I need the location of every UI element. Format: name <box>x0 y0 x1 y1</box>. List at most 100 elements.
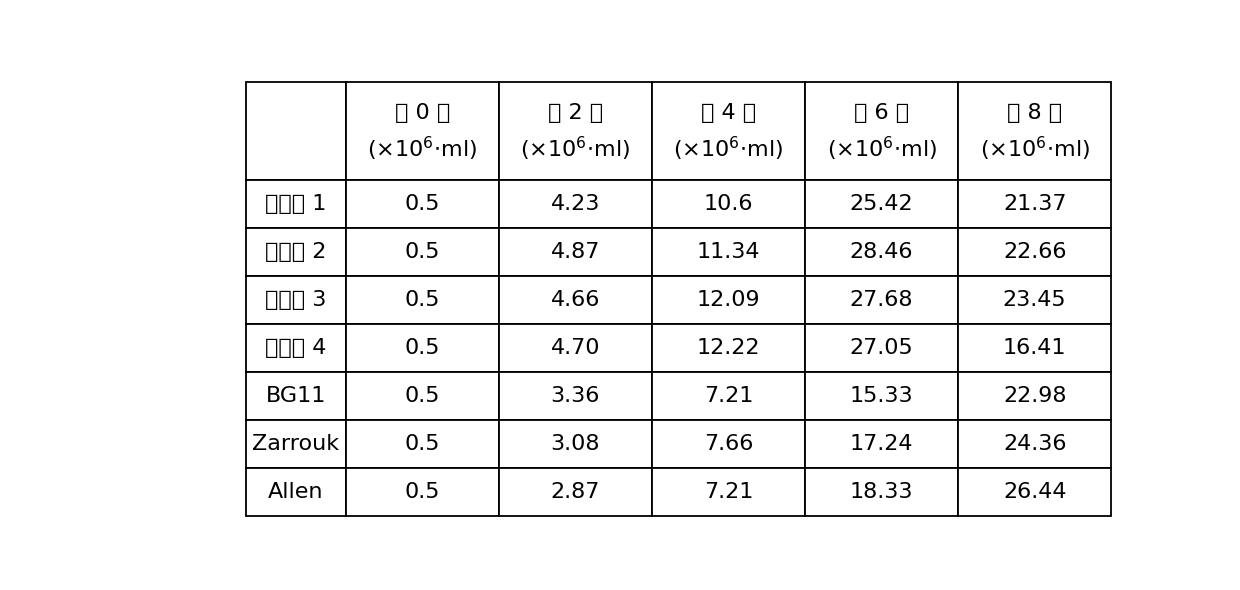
Bar <box>805 468 959 516</box>
Text: 12.22: 12.22 <box>697 338 760 358</box>
Bar <box>959 420 1111 468</box>
Bar <box>346 420 498 468</box>
Text: 7.21: 7.21 <box>704 386 753 406</box>
Text: 第 2 天: 第 2 天 <box>548 103 603 123</box>
Bar <box>498 468 652 516</box>
Text: 15.33: 15.33 <box>849 386 914 406</box>
Text: Allen: Allen <box>268 482 324 502</box>
Bar <box>652 180 805 228</box>
Bar <box>805 324 959 372</box>
Text: 24.36: 24.36 <box>1003 434 1066 454</box>
Text: 28.46: 28.46 <box>849 242 914 262</box>
Text: 第 4 天: 第 4 天 <box>701 103 756 123</box>
Bar <box>346 276 498 324</box>
Bar <box>652 324 805 372</box>
Bar <box>498 324 652 372</box>
Bar <box>805 82 959 180</box>
Text: 17.24: 17.24 <box>849 434 914 454</box>
Bar <box>498 420 652 468</box>
Bar <box>652 228 805 276</box>
Text: 3.36: 3.36 <box>551 386 600 406</box>
Text: 22.98: 22.98 <box>1003 386 1066 406</box>
Bar <box>247 276 346 324</box>
Text: 4.66: 4.66 <box>551 290 600 310</box>
Text: $(\times10^{6}{\cdot}\rm{ml})$: $(\times10^{6}{\cdot}\rm{ml})$ <box>980 135 1090 163</box>
Text: 27.68: 27.68 <box>849 290 914 310</box>
Text: 实施例 1: 实施例 1 <box>265 194 326 214</box>
Bar <box>805 420 959 468</box>
Text: 22.66: 22.66 <box>1003 242 1066 262</box>
Text: $(\times10^{6}{\cdot}\rm{ml})$: $(\times10^{6}{\cdot}\rm{ml})$ <box>673 135 784 163</box>
Bar <box>959 324 1111 372</box>
Bar <box>959 468 1111 516</box>
Text: 实施例 2: 实施例 2 <box>265 242 326 262</box>
Text: 7.66: 7.66 <box>704 434 753 454</box>
Bar <box>652 420 805 468</box>
Bar <box>247 324 346 372</box>
Text: 0.5: 0.5 <box>404 194 440 214</box>
Text: 0.5: 0.5 <box>404 338 440 358</box>
Text: $(\times10^{6}{\cdot}\rm{ml})$: $(\times10^{6}{\cdot}\rm{ml})$ <box>827 135 936 163</box>
Bar <box>805 228 959 276</box>
Bar <box>652 82 805 180</box>
Bar <box>805 372 959 420</box>
Bar <box>959 82 1111 180</box>
Bar <box>247 228 346 276</box>
Bar <box>247 372 346 420</box>
Bar <box>498 276 652 324</box>
Bar <box>247 180 346 228</box>
Bar <box>959 276 1111 324</box>
Text: 4.87: 4.87 <box>551 242 600 262</box>
Bar <box>959 180 1111 228</box>
Text: $(\times10^{6}{\cdot}\rm{ml})$: $(\times10^{6}{\cdot}\rm{ml})$ <box>521 135 630 163</box>
Text: 0.5: 0.5 <box>404 386 440 406</box>
Bar <box>805 276 959 324</box>
Text: BG11: BG11 <box>265 386 326 406</box>
Text: 第 8 天: 第 8 天 <box>1007 103 1063 123</box>
Bar <box>652 372 805 420</box>
Bar <box>498 372 652 420</box>
Text: 4.23: 4.23 <box>551 194 600 214</box>
Text: 0.5: 0.5 <box>404 290 440 310</box>
Bar <box>346 82 498 180</box>
Text: 0.5: 0.5 <box>404 242 440 262</box>
Bar <box>805 180 959 228</box>
Bar <box>652 276 805 324</box>
Text: 25.42: 25.42 <box>849 194 914 214</box>
Text: 0.5: 0.5 <box>404 482 440 502</box>
Text: 3.08: 3.08 <box>551 434 600 454</box>
Bar <box>959 372 1111 420</box>
Text: 7.21: 7.21 <box>704 482 753 502</box>
Text: $(\times10^{6}{\cdot}\rm{ml})$: $(\times10^{6}{\cdot}\rm{ml})$ <box>367 135 477 163</box>
Text: 10.6: 10.6 <box>704 194 753 214</box>
Text: 12.09: 12.09 <box>697 290 760 310</box>
Bar <box>346 372 498 420</box>
Text: 第 6 天: 第 6 天 <box>854 103 909 123</box>
Text: 4.70: 4.70 <box>551 338 600 358</box>
Bar <box>498 180 652 228</box>
Text: 第 0 天: 第 0 天 <box>394 103 450 123</box>
Text: 16.41: 16.41 <box>1003 338 1066 358</box>
Bar <box>247 420 346 468</box>
Text: 实施例 3: 实施例 3 <box>265 290 326 310</box>
Text: 21.37: 21.37 <box>1003 194 1066 214</box>
Bar <box>247 468 346 516</box>
Bar <box>247 82 346 180</box>
Bar <box>498 82 652 180</box>
Text: 18.33: 18.33 <box>849 482 914 502</box>
Bar <box>346 228 498 276</box>
Bar <box>652 468 805 516</box>
Text: 实施例 4: 实施例 4 <box>265 338 326 358</box>
Text: Zarrouk: Zarrouk <box>253 434 340 454</box>
Text: 2.87: 2.87 <box>551 482 600 502</box>
Text: 11.34: 11.34 <box>697 242 760 262</box>
Text: 23.45: 23.45 <box>1003 290 1066 310</box>
Bar <box>346 324 498 372</box>
Text: 27.05: 27.05 <box>849 338 914 358</box>
Text: 0.5: 0.5 <box>404 434 440 454</box>
Bar <box>498 228 652 276</box>
Bar <box>346 180 498 228</box>
Bar <box>959 228 1111 276</box>
Text: 26.44: 26.44 <box>1003 482 1066 502</box>
Bar <box>346 468 498 516</box>
